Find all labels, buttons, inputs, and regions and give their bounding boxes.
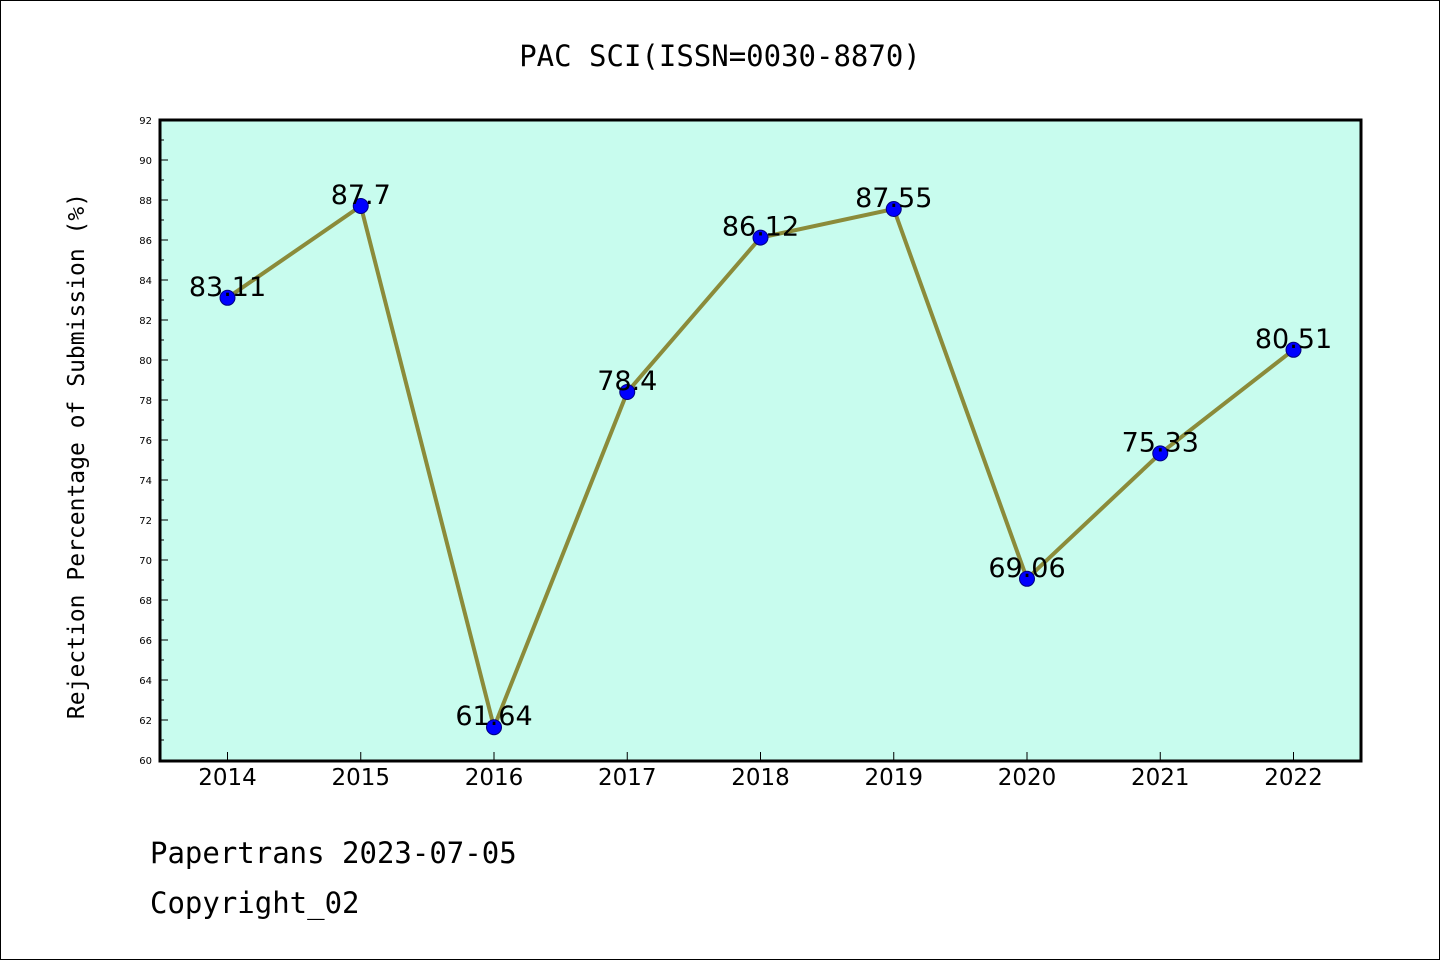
y-tick-label: 78 xyxy=(139,396,152,407)
y-tick-label: 68 xyxy=(139,596,152,607)
data-value-label: 83.11 xyxy=(189,272,266,303)
x-tick-label: 2017 xyxy=(598,765,657,791)
plot-area xyxy=(160,120,1361,761)
y-tick-label: 80 xyxy=(139,356,152,367)
y-tick-label: 74 xyxy=(139,476,152,487)
data-point-marker xyxy=(486,719,502,736)
data-value-label: 69.06 xyxy=(988,553,1065,584)
data-value-label: 87.7 xyxy=(331,180,391,211)
data-point-marker xyxy=(885,201,902,217)
y-tick-label: 86 xyxy=(139,236,152,247)
y-tick-label: 76 xyxy=(139,436,152,447)
data-point-marker xyxy=(352,198,369,214)
x-tick-label: 2020 xyxy=(998,765,1057,791)
data-point-marker xyxy=(619,384,636,400)
y-tick-label: 64 xyxy=(139,676,152,687)
data-value-label: 80.51 xyxy=(1255,324,1332,355)
y-tick-label: 92 xyxy=(139,116,152,127)
data-value-label: 75.33 xyxy=(1122,427,1199,458)
data-markers xyxy=(219,198,1302,736)
y-tick-label: 72 xyxy=(139,516,152,527)
data-value-label: 61.64 xyxy=(455,701,532,732)
y-tick-label: 70 xyxy=(139,556,152,567)
footer-copyright-line: Copyright_02 xyxy=(150,886,360,920)
data-point-marker xyxy=(1019,570,1035,587)
x-tick-label: 2014 xyxy=(198,765,257,791)
data-point-marker xyxy=(1152,445,1169,462)
plot-border xyxy=(158,118,1363,763)
data-point-marker xyxy=(752,229,769,246)
y-tick-label: 62 xyxy=(139,716,152,727)
chart-title: PAC SCI(ISSN=0030-8870) xyxy=(519,39,921,73)
data-value-label: 86.12 xyxy=(722,212,799,243)
x-axis-ticks: 2014 2015 2016 2017 2018 2019 2020 2021 2022 xyxy=(198,752,1323,791)
data-value-label: 78.4 xyxy=(597,366,657,397)
y-tick-label: 66 xyxy=(139,636,152,647)
x-tick-label: 2018 xyxy=(731,765,790,791)
data-point-marker xyxy=(1285,341,1302,358)
y-tick-label: 60 xyxy=(139,756,152,767)
x-tick-label: 2015 xyxy=(331,765,390,791)
y-tick-label: 90 xyxy=(139,156,152,167)
x-tick-label: 2021 xyxy=(1131,765,1190,791)
data-point-marker xyxy=(219,289,236,306)
y-tick-label: 84 xyxy=(139,276,152,287)
data-value-label: 87.55 xyxy=(855,183,932,214)
x-tick-label: 2016 xyxy=(465,765,524,791)
y-axis-label: Rejection Percentage of Submission (%) xyxy=(64,193,90,719)
x-tick-label: 2022 xyxy=(1264,765,1323,791)
x-tick-label: 2019 xyxy=(864,765,923,791)
footer-date-line: Papertrans 2023-07-05 xyxy=(150,836,517,870)
y-tick-label: 88 xyxy=(139,196,152,207)
data-labels: 83.11 87.7 61.64 78.4 86.12 87.55 69.06 75.33 80… xyxy=(189,180,1332,732)
y-tick-label: 82 xyxy=(139,316,152,327)
